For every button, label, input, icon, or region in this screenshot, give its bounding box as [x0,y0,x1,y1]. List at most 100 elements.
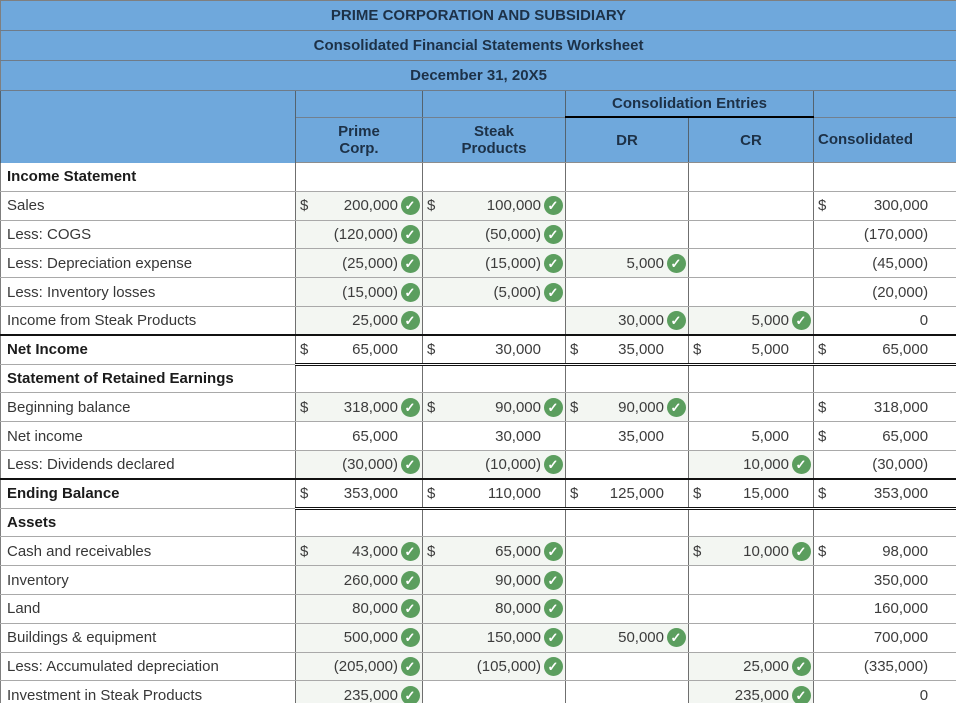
dollar-sign: $ [300,340,309,358]
value-cell[interactable]: $10,000 ✓ [688,536,814,567]
value-cell [422,508,566,538]
value-cell[interactable]: 30,000 [422,421,566,451]
value-cell [422,162,566,192]
table-row: Beginning balance $318,000 ✓ $90,000 ✓ $90,00… [0,392,956,423]
value-cell[interactable]: $100,000 ✓ [422,191,566,221]
value-cell[interactable]: $200,000 ✓ [295,191,423,221]
row-label: Income from Steak Products [0,306,296,336]
value-cell[interactable] [565,680,689,703]
table-row: Less: COGS (120,000) ✓ (50,000) ✓ (170,000) [0,220,956,250]
dollar-sign: $ [427,398,436,416]
title-band: PRIME CORPORATION AND SUBSIDIARY [0,0,956,31]
check-icon: ✓ [543,570,563,590]
value-cell[interactable] [688,623,814,653]
check-icon: ✓ [543,656,563,676]
check-slot: ✓ [541,196,565,216]
value-cell[interactable] [565,536,689,567]
value-cell[interactable]: 150,000 ✓ [422,623,566,653]
value-cell[interactable] [688,594,814,624]
value-cell: (335,000) [813,652,956,682]
cell-value: 160,000 [873,600,929,618]
value-cell[interactable]: 90,000 ✓ [422,565,566,595]
value-cell[interactable] [688,565,814,595]
table-row: Less: Accumulated depreciation (205,000) ✓… [0,652,956,682]
row-label: Income Statement [0,162,296,192]
value-cell[interactable]: (25,000) ✓ [295,248,423,279]
value-cell[interactable] [565,220,689,250]
value-cell[interactable]: $65,000 ✓ [422,536,566,567]
value-cell [565,162,689,192]
value-cell[interactable] [565,191,689,221]
value-cell[interactable] [565,652,689,682]
value-cell[interactable]: (15,000) ✓ [422,248,566,279]
value-cell[interactable]: 25,000 ✓ [688,652,814,682]
row-label: Ending Balance [0,478,296,509]
value-cell[interactable]: (205,000) ✓ [295,652,423,682]
value-cell[interactable]: 80,000 ✓ [422,594,566,624]
cell-value: 0 [919,686,929,703]
value-cell[interactable]: 235,000 ✓ [688,680,814,703]
check-icon: ✓ [666,628,686,648]
value-cell[interactable]: (50,000) ✓ [422,220,566,250]
value-cell[interactable] [688,248,814,279]
value-cell[interactable]: 25,000 ✓ [295,306,423,336]
cell-value: 65,000 [352,340,398,358]
table-row: Assets [0,508,956,538]
value-cell[interactable]: 500,000 ✓ [295,623,423,653]
value-cell: (45,000) [813,248,956,279]
value-cell[interactable]: 5,000 ✓ [565,248,689,279]
value-cell[interactable]: (30,000) ✓ [295,450,423,480]
cell-value: (30,000) [342,456,398,474]
value-cell[interactable]: $90,000 ✓ [565,392,689,423]
header-row-group: Consolidation Entries [0,90,956,163]
cell-value: 25,000 [352,312,398,330]
value-cell[interactable]: (5,000) ✓ [422,277,566,307]
value-cell[interactable]: (105,000) ✓ [422,652,566,682]
value-cell[interactable]: 260,000 ✓ [295,565,423,595]
value-cell[interactable] [422,680,566,703]
check-slot: ✓ [398,253,422,273]
value-cell[interactable] [565,450,689,480]
value-cell[interactable] [688,220,814,250]
check-slot: ✓ [398,282,422,302]
check-slot: ✓ [398,311,422,331]
table-row: Net income 65,000 30,000 35,000 5,000 $65,000 [0,421,956,451]
value-cell[interactable]: (120,000) ✓ [295,220,423,250]
value-cell[interactable] [688,277,814,307]
value-cell[interactable]: 35,000 [565,421,689,451]
value-cell [688,508,814,538]
value-cell[interactable]: 5,000 [688,421,814,451]
value-cell[interactable] [688,392,814,423]
value-cell[interactable]: 10,000 ✓ [688,450,814,480]
dollar-sign: $ [818,427,827,445]
value-cell[interactable]: (15,000) ✓ [295,277,423,307]
subtitle-band: Consolidated Financial Statements Worksh… [0,30,956,61]
cell-value: 30,000 [618,312,664,330]
value-cell[interactable]: 30,000 ✓ [565,306,689,336]
value-cell[interactable]: 50,000 ✓ [565,623,689,653]
value-cell [565,364,689,394]
value-cell[interactable]: 80,000 ✓ [295,594,423,624]
value-cell[interactable] [688,191,814,221]
row-label: Less: Accumulated depreciation [0,652,296,682]
cell-value: 5,000 [751,427,789,445]
value-cell[interactable]: 5,000 ✓ [688,306,814,336]
value-cell[interactable] [422,306,566,336]
value-cell[interactable]: 235,000 ✓ [295,680,423,703]
value-cell[interactable]: (10,000) ✓ [422,450,566,480]
value-cell[interactable]: $318,000 ✓ [295,392,423,423]
value-cell [422,364,566,394]
value-cell[interactable]: $43,000 ✓ [295,536,423,567]
cell-value: (50,000) [485,225,541,243]
value-cell: $353,000 [813,478,956,510]
value-cell[interactable]: 65,000 [295,421,423,451]
check-slot: ✓ [541,397,565,417]
value-cell[interactable] [565,277,689,307]
value-cell[interactable] [565,565,689,595]
value-cell[interactable] [565,594,689,624]
check-icon: ✓ [543,397,563,417]
cell-value: 260,000 [343,571,398,589]
row-label: Less: Depreciation expense [0,248,296,279]
value-cell[interactable]: $90,000 ✓ [422,392,566,423]
